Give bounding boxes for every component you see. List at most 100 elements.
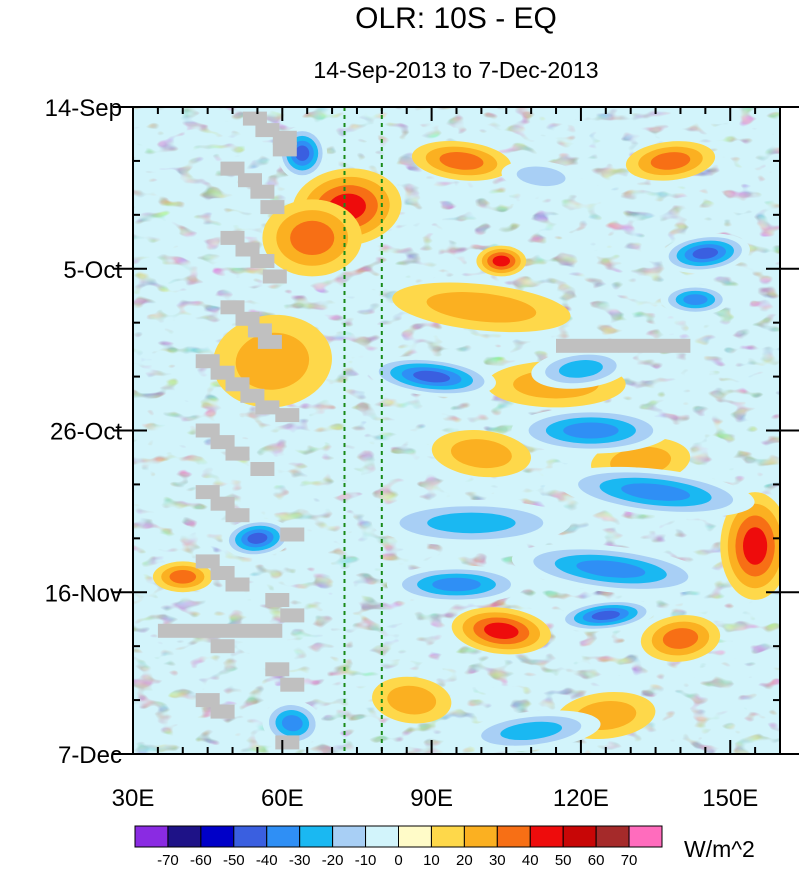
colorbar-label: 70 <box>621 852 638 869</box>
colorbar-label: -30 <box>289 852 311 869</box>
y-tick-label: 7-Dec <box>58 742 122 769</box>
missing-data-patch <box>210 566 235 580</box>
anomaly-feature <box>262 700 323 747</box>
contour-level <box>450 439 512 469</box>
missing-data-patch <box>265 593 290 607</box>
missing-data-patch <box>210 496 235 511</box>
missing-data-patch <box>272 142 297 157</box>
colorbar-units: W/m^2 <box>684 836 755 862</box>
colorbar-label: 10 <box>423 852 440 869</box>
colorbar-swatch <box>299 825 334 848</box>
missing-data-patch <box>225 446 250 461</box>
x-tick-label: 30E <box>112 785 155 812</box>
contour-level <box>235 332 310 390</box>
anomaly-feature <box>461 710 601 752</box>
colorbar-swatch <box>134 825 169 848</box>
x-tick-label: 90E <box>410 785 453 812</box>
missing-data-patch <box>220 230 245 245</box>
colorbar-swatch <box>562 825 597 848</box>
contour-level <box>683 294 708 305</box>
missing-data-patch <box>195 693 220 708</box>
missing-data-patch <box>272 130 297 145</box>
anomaly-feature <box>386 565 527 604</box>
missing-data-patch <box>210 365 235 380</box>
y-tick-label: 5-Oct <box>63 257 122 284</box>
anomaly-feature <box>720 492 780 600</box>
anomaly-feature <box>501 160 581 193</box>
contour-level <box>427 512 516 534</box>
anomaly-feature <box>660 284 731 315</box>
anomaly-feature <box>640 615 721 662</box>
contour-level <box>591 610 620 621</box>
missing-data-patch <box>225 377 250 392</box>
missing-data-patch <box>210 435 235 450</box>
missing-data-patch <box>220 300 245 315</box>
y-tick-label: 26-Oct <box>50 419 122 446</box>
anomaly-feature <box>556 466 755 518</box>
colorbar-swatch <box>332 825 367 848</box>
missing-data-patch <box>250 462 275 476</box>
contour-level <box>516 166 566 187</box>
missing-data-patch <box>280 677 305 692</box>
missing-data-patch <box>235 242 260 257</box>
colorbar-swatch <box>398 825 432 848</box>
contour-level <box>432 577 481 592</box>
contour-level <box>439 152 484 170</box>
missing-data-patch <box>260 200 285 215</box>
missing-data-patch <box>280 608 305 623</box>
anomaly-feature <box>411 141 512 181</box>
colorbar-label: -20 <box>322 852 344 869</box>
colorbar-label: -40 <box>256 852 278 869</box>
contour-level <box>484 622 519 639</box>
colorbar: -70 -60 -50 -40 -30 -20 -10 0 10 20 30 40 50 60 70 <box>134 825 663 869</box>
anomaly-feature <box>556 599 656 632</box>
anomaly-feature <box>262 199 363 277</box>
colorbar-label: 50 <box>555 852 572 869</box>
contour-level <box>576 560 646 578</box>
missing-data-patches <box>157 111 691 750</box>
colorbar-swatch <box>628 825 663 848</box>
missing-data-band <box>157 623 283 638</box>
missing-data-patch <box>250 254 275 268</box>
anomaly-feature <box>511 407 671 454</box>
missing-data-patch <box>240 388 265 403</box>
anomaly-feature <box>431 430 531 478</box>
missing-data-band <box>556 338 691 353</box>
reference-lines <box>343 107 383 754</box>
x-tick-label: 120E <box>553 785 609 812</box>
anomaly-feature <box>531 349 631 389</box>
x-axis: 30E 60E 90E 120E 150E <box>112 107 781 812</box>
x-tick-label: 150E <box>702 785 758 812</box>
colorbar-label: -50 <box>223 852 245 869</box>
colorbar-swatch <box>266 825 301 848</box>
missing-data-patch <box>280 527 305 542</box>
contour-level <box>281 715 303 732</box>
contour-level <box>621 483 691 501</box>
missing-data-patch <box>225 577 250 592</box>
missing-data-patch <box>275 408 300 423</box>
missing-data-patch <box>238 173 262 188</box>
missing-data-patch <box>195 485 220 500</box>
colorbar-swatch <box>463 825 498 848</box>
anomaly-feature <box>372 676 452 724</box>
contour-level <box>558 360 603 378</box>
contour-level <box>169 570 197 584</box>
colorbar-label: 0 <box>394 852 402 869</box>
missing-data-patch <box>235 311 260 326</box>
y-axis: 14-Sep 5-Oct 26-Oct 16-Nov 7-Dec <box>45 95 799 769</box>
colorbar-swatch <box>430 825 465 848</box>
anomaly-feature <box>451 607 551 655</box>
missing-data-patch <box>242 111 267 126</box>
colorbar-swatch <box>529 825 564 848</box>
contour-level <box>662 628 699 649</box>
contour-level <box>743 527 768 565</box>
missing-data-patch <box>247 323 272 338</box>
anomaly-feature <box>625 141 716 181</box>
missing-data-patch <box>262 269 287 284</box>
missing-data-patch <box>195 423 220 438</box>
colorbar-swatch <box>365 825 399 848</box>
contour-level <box>500 721 563 741</box>
chart-title: OLR: 10S - EQ <box>355 2 557 35</box>
anomaly-feature <box>371 499 571 546</box>
